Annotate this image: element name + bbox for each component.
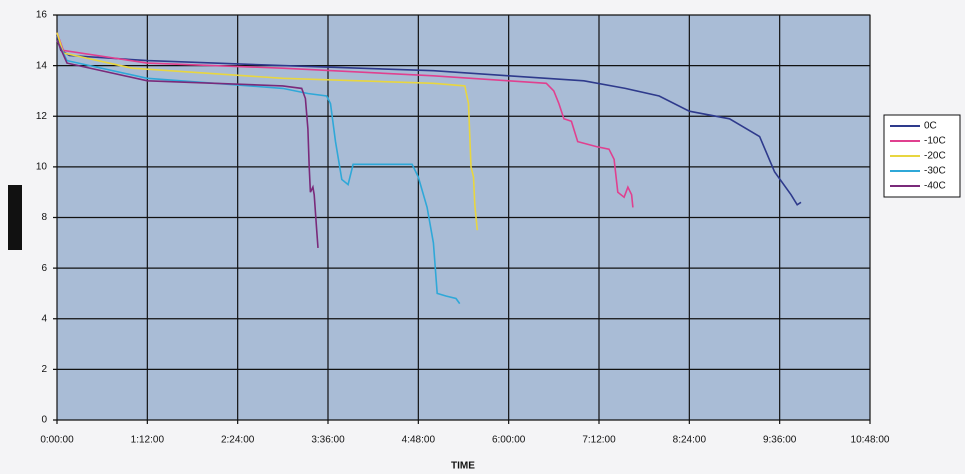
y-tick-label: 6 [41, 263, 47, 274]
y-tick-label: 8 [41, 212, 47, 223]
legend-label: -30C [924, 166, 946, 177]
y-tick-label: 14 [36, 60, 48, 71]
y-tick-label: 16 [36, 10, 48, 21]
x-tick-label: 3:36:00 [311, 435, 345, 446]
x-tick-label: 2:24:00 [221, 435, 255, 446]
x-tick-label: 7:12:00 [582, 435, 616, 446]
y-tick-label: 12 [36, 111, 48, 122]
x-axis-title: TIME [451, 461, 475, 472]
x-tick-label: 4:48:00 [402, 435, 436, 446]
page: TIME 0 2 4 6 8 10 12 14 16 0:00:00 1:12:00 2:24:00 3… [0, 0, 965, 474]
chart: TIME 0 2 4 6 8 10 12 14 16 0:00:00 1:12:00 2:24:00 3… [0, 0, 965, 474]
y-axis-label-redacted [8, 185, 22, 250]
y-tick-label: 0 [41, 415, 47, 426]
x-tick-label: 9:36:00 [763, 435, 797, 446]
y-tick-label: 10 [36, 162, 48, 173]
legend-label: 0C [924, 121, 937, 132]
x-tick-label: 0:00:00 [40, 435, 74, 446]
y-tick-label: 2 [41, 364, 47, 375]
x-tick-label: 10:48:00 [851, 435, 890, 446]
y-tick-label: 4 [41, 313, 47, 324]
x-tick-label: 8:24:00 [673, 435, 707, 446]
legend-label: -20C [924, 151, 946, 162]
legend-label: -10C [924, 136, 946, 147]
x-tick-label: 6:00:00 [492, 435, 526, 446]
x-tick-label: 1:12:00 [131, 435, 165, 446]
legend-label: -40C [924, 181, 946, 192]
